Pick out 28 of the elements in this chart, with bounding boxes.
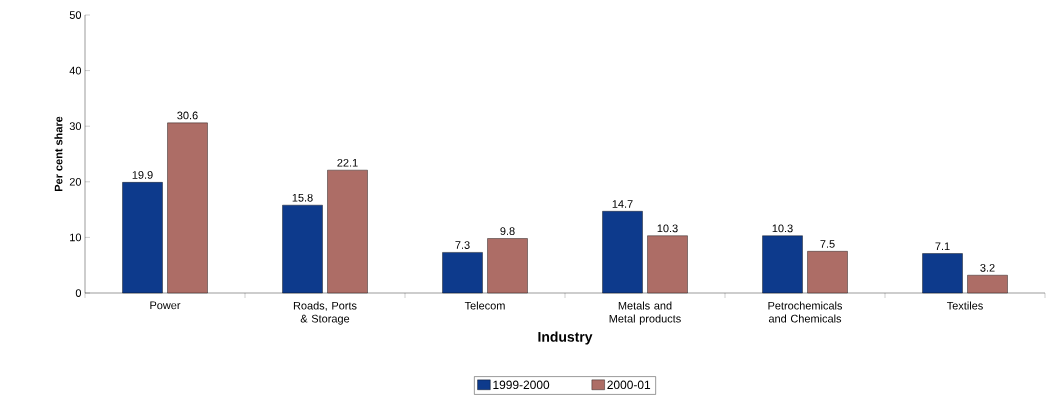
y-tick-label: 10 <box>70 233 82 242</box>
y-axis-title: Per cent share <box>54 116 63 192</box>
x-axis-title: Industry <box>538 331 593 345</box>
x-tick-label: Petrochemicals and Chemicals <box>768 301 843 323</box>
data-label: 14.7 <box>612 200 633 208</box>
data-label: 7.3 <box>455 241 470 249</box>
data-label: 19.9 <box>132 171 153 179</box>
y-tick-label: 0 <box>75 289 82 297</box>
y-tick-label: 30 <box>69 122 82 131</box>
data-label: 22.1 <box>337 158 358 167</box>
data-label: 7.5 <box>820 240 835 248</box>
x-tick-label: Textiles <box>946 301 983 310</box>
data-label: 15.8 <box>292 193 313 202</box>
data-label: 30.6 <box>177 111 198 120</box>
data-label: 7.1 <box>935 242 950 250</box>
y-tick-label: 20 <box>69 177 82 186</box>
x-tick-label: Telecom <box>464 301 505 310</box>
x-tick-label: Power <box>150 301 181 310</box>
data-label: 3.2 <box>980 263 995 272</box>
data-label: 10.3 <box>772 224 793 233</box>
data-label: 9.8 <box>500 227 515 235</box>
data-label: 10.3 <box>657 224 678 233</box>
legend-label: 1999-2000 <box>493 380 550 390</box>
y-tick-label: 40 <box>69 66 82 75</box>
legend-label: 2000-01 <box>607 380 651 390</box>
y-tick-label: 50 <box>69 11 82 19</box>
x-tick-label: Metals and Metal products <box>609 301 681 325</box>
x-tick-label: Roads, Ports & Storage <box>293 301 357 325</box>
